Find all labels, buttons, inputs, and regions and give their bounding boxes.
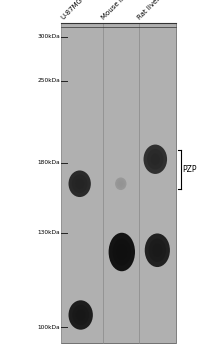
Bar <box>102 23 138 343</box>
Ellipse shape <box>150 153 159 165</box>
Text: 300kDa: 300kDa <box>37 34 60 39</box>
Ellipse shape <box>116 179 124 188</box>
Ellipse shape <box>68 170 90 197</box>
Ellipse shape <box>144 233 169 267</box>
Ellipse shape <box>76 309 85 321</box>
Ellipse shape <box>152 244 162 257</box>
Ellipse shape <box>75 178 84 189</box>
Ellipse shape <box>72 174 87 193</box>
Text: 130kDa: 130kDa <box>37 230 60 235</box>
Ellipse shape <box>108 233 134 271</box>
Ellipse shape <box>112 239 130 265</box>
Bar <box>61 23 175 343</box>
Text: 250kDa: 250kDa <box>37 78 60 83</box>
Ellipse shape <box>116 244 126 260</box>
Bar <box>138 23 175 343</box>
Text: Rat liver: Rat liver <box>136 0 161 21</box>
Bar <box>61 23 102 343</box>
Ellipse shape <box>68 300 92 330</box>
Ellipse shape <box>115 177 126 190</box>
Ellipse shape <box>146 149 163 169</box>
Text: U-87MG: U-87MG <box>59 0 83 21</box>
Ellipse shape <box>118 181 122 186</box>
Ellipse shape <box>143 145 166 174</box>
Text: 180kDa: 180kDa <box>37 160 60 165</box>
Text: PZP: PZP <box>182 165 196 174</box>
Ellipse shape <box>72 305 89 325</box>
Text: 100kDa: 100kDa <box>37 325 60 330</box>
Text: Mouse liver: Mouse liver <box>100 0 132 21</box>
Ellipse shape <box>148 238 165 262</box>
